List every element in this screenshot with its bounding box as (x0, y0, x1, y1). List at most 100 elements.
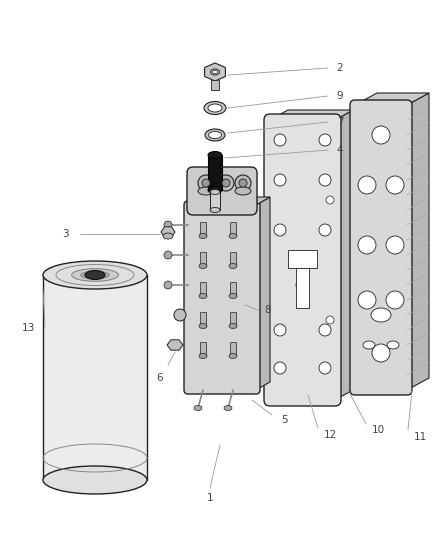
Bar (200, 312, 206, 326)
Text: 13: 13 (21, 323, 35, 333)
Circle shape (326, 196, 334, 204)
Ellipse shape (199, 233, 207, 238)
Circle shape (235, 175, 251, 191)
Circle shape (164, 251, 172, 259)
Bar (296, 268, 309, 308)
Circle shape (319, 134, 331, 146)
FancyBboxPatch shape (187, 167, 257, 215)
Circle shape (372, 344, 390, 362)
Polygon shape (167, 340, 183, 350)
Ellipse shape (229, 233, 237, 238)
Polygon shape (205, 63, 226, 81)
Bar (230, 222, 236, 236)
Ellipse shape (43, 261, 147, 289)
Text: 2: 2 (337, 63, 343, 73)
Polygon shape (161, 227, 175, 237)
Ellipse shape (199, 294, 207, 298)
Bar (211, 80, 219, 90)
Ellipse shape (212, 70, 218, 74)
Ellipse shape (208, 104, 222, 112)
Circle shape (319, 362, 331, 374)
Polygon shape (407, 93, 429, 390)
Circle shape (386, 176, 404, 194)
Ellipse shape (210, 207, 220, 213)
Circle shape (326, 316, 334, 324)
Polygon shape (335, 110, 353, 400)
Ellipse shape (229, 263, 237, 269)
Text: 6: 6 (157, 373, 163, 383)
Ellipse shape (81, 271, 110, 279)
Circle shape (274, 224, 286, 236)
Polygon shape (355, 93, 429, 105)
Ellipse shape (199, 324, 207, 328)
Text: 8: 8 (265, 305, 271, 315)
Circle shape (386, 291, 404, 309)
Ellipse shape (235, 187, 251, 195)
Circle shape (358, 236, 376, 254)
Ellipse shape (208, 151, 222, 158)
Ellipse shape (211, 69, 219, 75)
Circle shape (274, 174, 286, 186)
Bar (200, 282, 206, 296)
Circle shape (222, 179, 230, 187)
Text: 10: 10 (371, 425, 385, 435)
Ellipse shape (199, 263, 207, 269)
Bar (230, 312, 236, 326)
Circle shape (358, 176, 376, 194)
Bar (200, 222, 206, 236)
FancyBboxPatch shape (184, 201, 260, 394)
Ellipse shape (204, 101, 226, 115)
FancyBboxPatch shape (350, 100, 412, 395)
Circle shape (319, 324, 331, 336)
Bar (200, 342, 206, 356)
Circle shape (198, 175, 214, 191)
Polygon shape (270, 110, 353, 120)
Circle shape (358, 291, 376, 309)
Circle shape (372, 126, 390, 144)
Text: 5: 5 (282, 415, 288, 425)
Text: 9: 9 (337, 91, 343, 101)
Circle shape (296, 279, 308, 291)
Text: 7: 7 (337, 117, 343, 127)
Ellipse shape (163, 233, 173, 239)
Circle shape (274, 324, 286, 336)
Circle shape (164, 221, 172, 229)
Bar (230, 282, 236, 296)
Circle shape (174, 309, 186, 321)
Ellipse shape (387, 341, 399, 349)
Ellipse shape (71, 269, 118, 281)
Bar (230, 342, 236, 356)
Ellipse shape (208, 187, 222, 193)
Text: 11: 11 (413, 432, 427, 442)
Ellipse shape (85, 271, 105, 279)
Ellipse shape (198, 187, 214, 195)
Ellipse shape (205, 129, 225, 141)
Text: 12: 12 (323, 430, 337, 440)
Text: 1: 1 (207, 493, 213, 503)
Circle shape (202, 179, 210, 187)
Ellipse shape (199, 353, 207, 359)
Text: 4: 4 (337, 145, 343, 155)
Ellipse shape (229, 324, 237, 328)
FancyBboxPatch shape (264, 114, 341, 406)
Bar (200, 252, 206, 266)
Ellipse shape (229, 294, 237, 298)
Bar (210, 192, 220, 210)
Polygon shape (256, 197, 270, 390)
Text: 3: 3 (62, 229, 68, 239)
Bar (208, 155, 222, 190)
Bar (230, 252, 236, 266)
Ellipse shape (208, 132, 222, 139)
Ellipse shape (210, 190, 220, 195)
Ellipse shape (371, 308, 391, 322)
Bar (288, 250, 317, 268)
Ellipse shape (229, 353, 237, 359)
Bar (43, 275, 147, 480)
Ellipse shape (224, 406, 232, 410)
Ellipse shape (363, 341, 375, 349)
Ellipse shape (194, 406, 202, 410)
Circle shape (239, 179, 247, 187)
Polygon shape (188, 197, 270, 205)
Circle shape (319, 174, 331, 186)
Circle shape (274, 134, 286, 146)
